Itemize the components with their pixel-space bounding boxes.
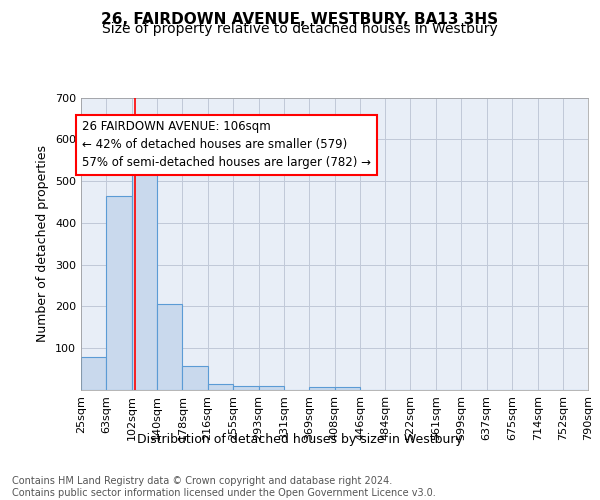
Y-axis label: Number of detached properties: Number of detached properties [37,145,49,342]
Bar [233,386,259,390]
Bar [106,196,132,390]
Text: Distribution of detached houses by size in Westbury: Distribution of detached houses by size … [137,432,463,446]
Text: 26, FAIRDOWN AVENUE, WESTBURY, BA13 3HS: 26, FAIRDOWN AVENUE, WESTBURY, BA13 3HS [101,12,499,28]
Bar [309,386,335,390]
Bar [81,356,106,390]
Bar [208,384,233,390]
Bar [259,386,284,390]
Bar [335,386,360,390]
Text: Contains HM Land Registry data © Crown copyright and database right 2024.
Contai: Contains HM Land Registry data © Crown c… [12,476,436,498]
Bar [132,156,157,390]
Bar [157,304,182,390]
Text: Size of property relative to detached houses in Westbury: Size of property relative to detached ho… [102,22,498,36]
Text: 26 FAIRDOWN AVENUE: 106sqm
← 42% of detached houses are smaller (579)
57% of sem: 26 FAIRDOWN AVENUE: 106sqm ← 42% of deta… [82,120,371,170]
Bar [182,366,208,390]
